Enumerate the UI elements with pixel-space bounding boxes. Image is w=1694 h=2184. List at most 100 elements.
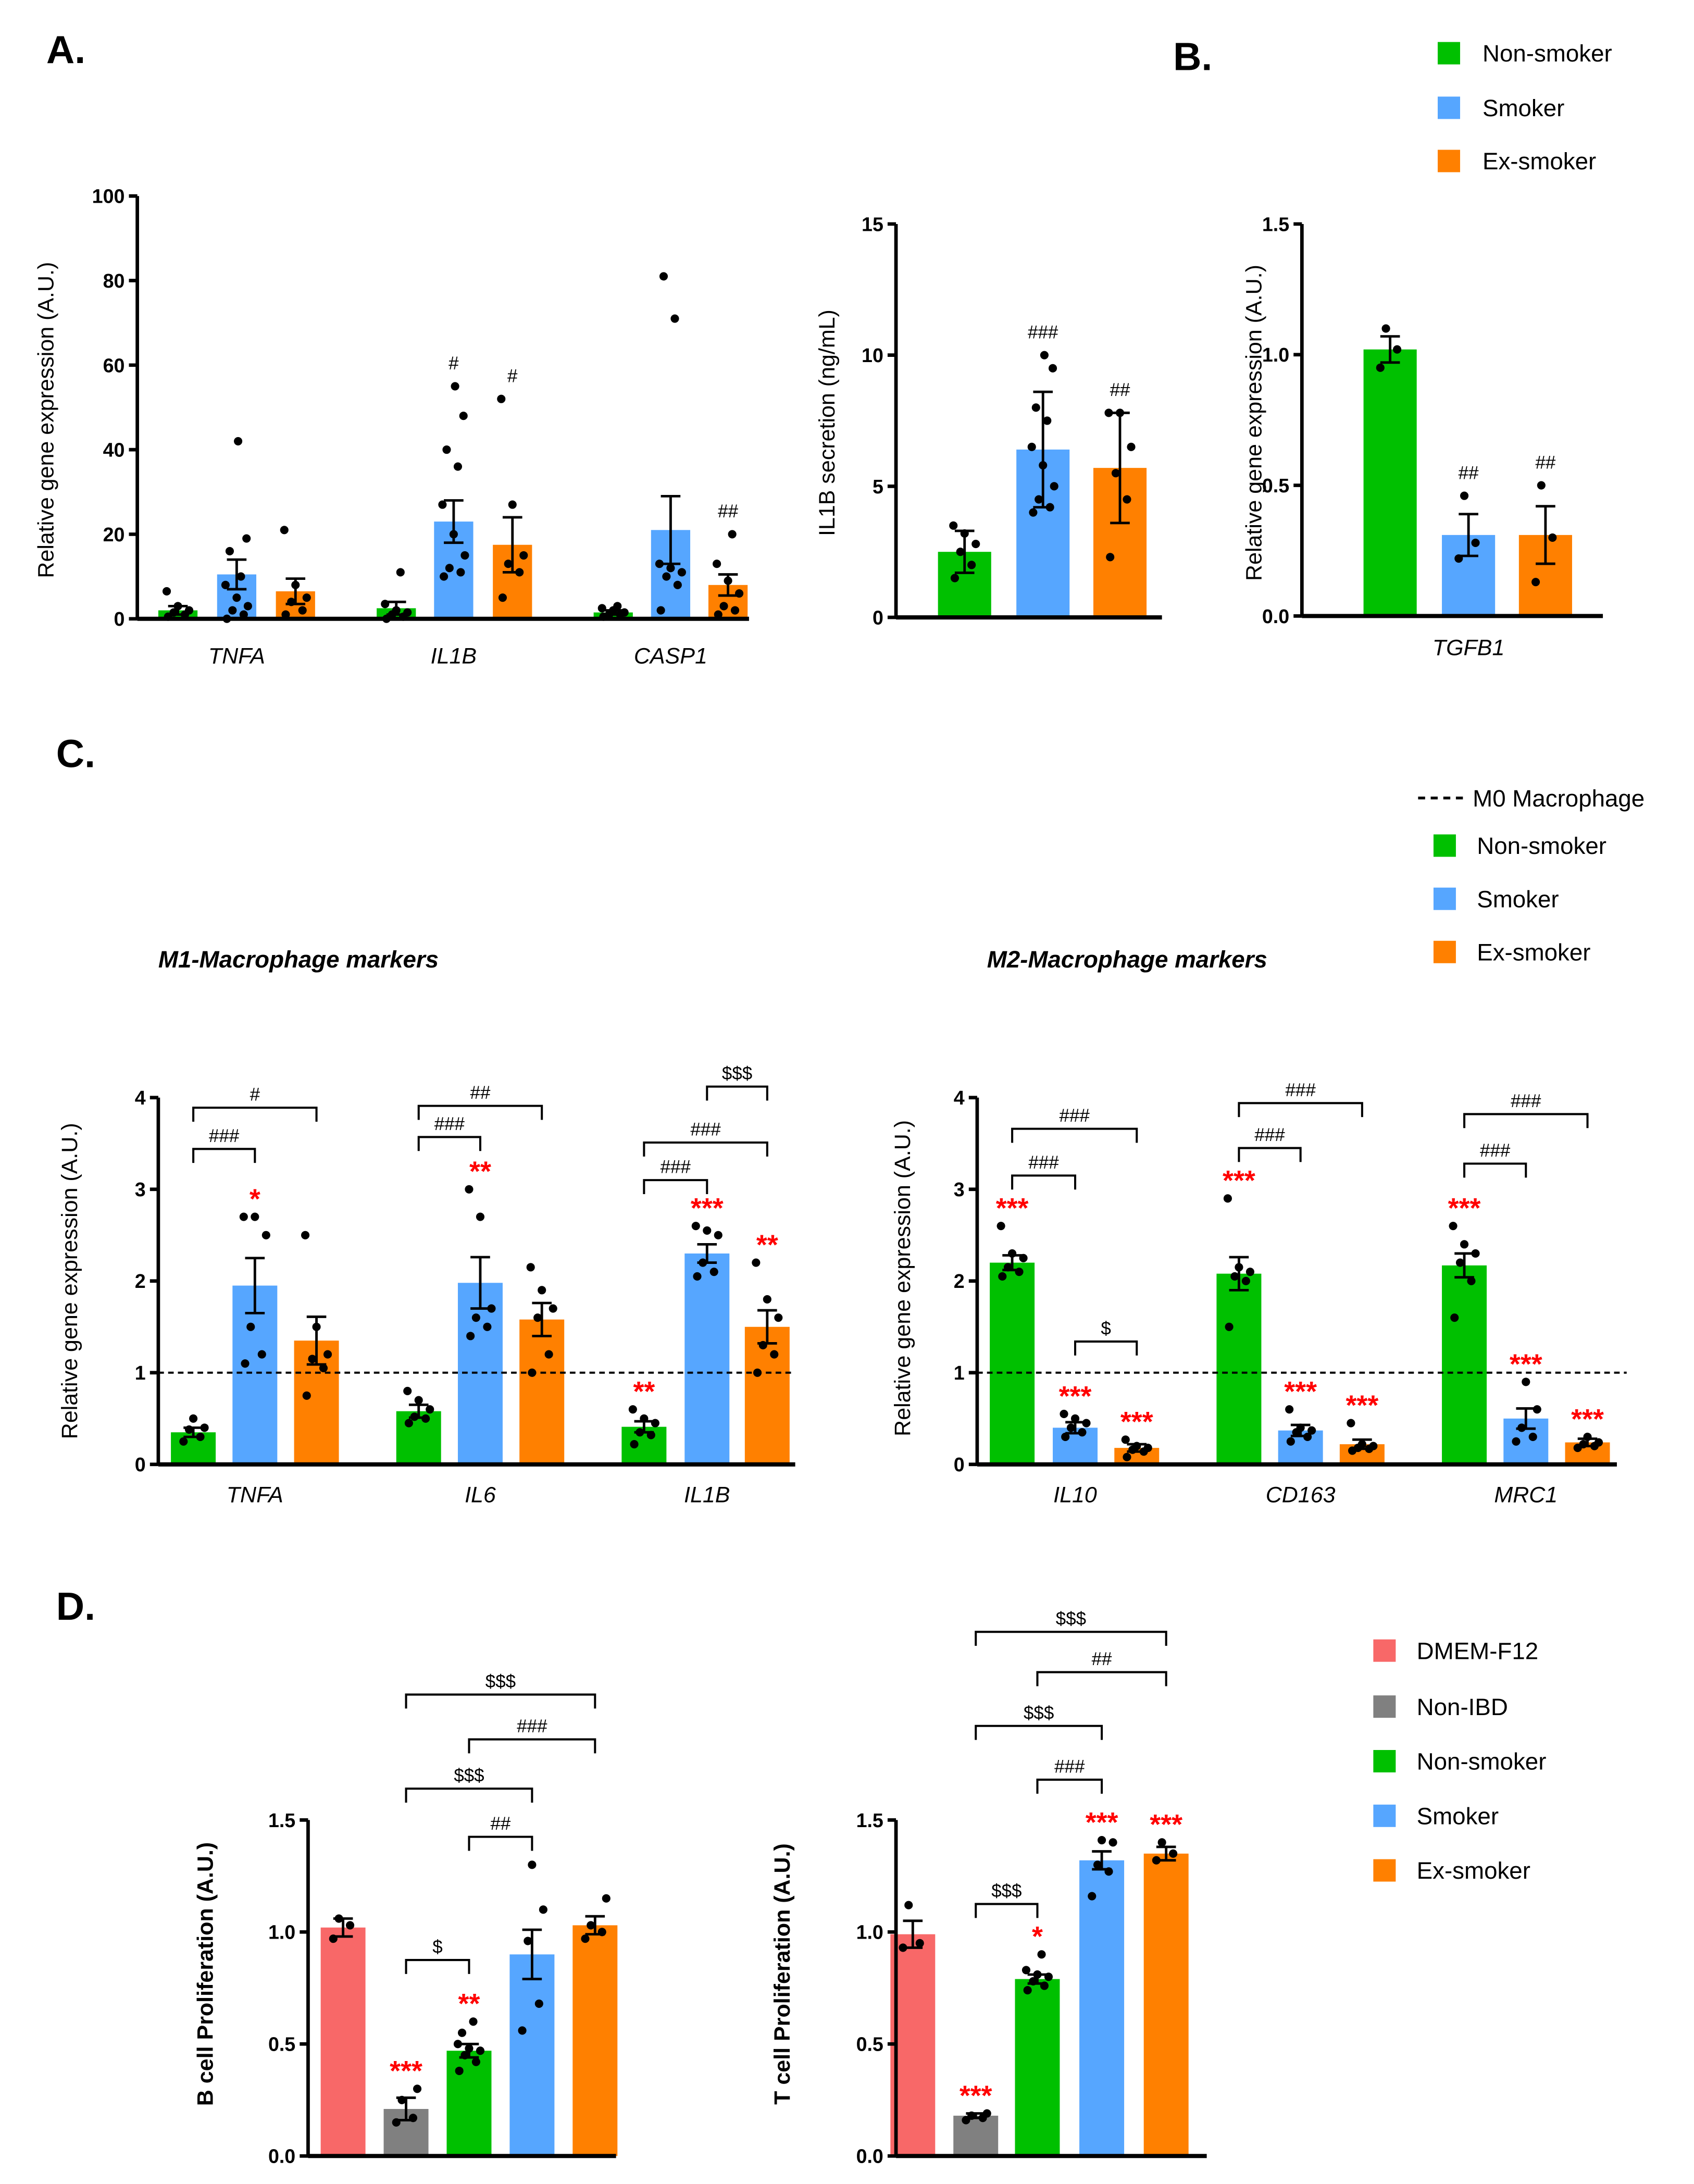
data-point [1225, 1322, 1234, 1331]
significance-star: *** [1510, 1348, 1542, 1380]
legend-d: DMEM-F12 Non-IBD Non-smoker Smoker Ex-sm… [1373, 1637, 1546, 1884]
panel-label-a: A. [46, 28, 85, 71]
significance-star: *** [960, 2080, 992, 2111]
data-point [301, 1231, 310, 1239]
data-point [534, 1999, 543, 2008]
data-point [1517, 1423, 1526, 1432]
data-point [1043, 416, 1052, 425]
data-point [471, 1313, 480, 1322]
chart-c1: *TNFA**IL6*******IL1B###############$$$0… [57, 1063, 795, 1507]
data-point [459, 412, 468, 420]
bar [1079, 1860, 1125, 2156]
chart-c2: *** *** *** IL10 *** *** *** CD163 *** *** *** MRC1… [890, 1080, 1627, 1507]
data-point [476, 2046, 485, 2055]
data-point [691, 1222, 700, 1231]
category-label: IL1B [431, 644, 477, 669]
data-point [413, 2084, 422, 2093]
data-point [1548, 533, 1557, 542]
data-point [1230, 1272, 1239, 1281]
data-point [404, 1419, 413, 1428]
data-point [719, 602, 728, 611]
bracket-label: ### [661, 1157, 691, 1177]
data-point [1296, 1423, 1305, 1432]
y-tick-label: 60 [103, 354, 125, 376]
data-point [302, 1391, 311, 1400]
data-point [628, 1405, 637, 1414]
legend-label: M0 Macrophage [1473, 785, 1645, 812]
data-point [345, 1921, 355, 1930]
data-point [949, 521, 958, 530]
bracket-label: ### [1286, 1080, 1316, 1100]
data-point [1027, 442, 1036, 451]
bar [1143, 1853, 1189, 2156]
y-tick-label: 3 [954, 1178, 965, 1200]
legend-swatch-smoker [1373, 1804, 1396, 1827]
y-tick-label: 0.0 [268, 2145, 295, 2167]
legend-label: Non-smoker [1417, 1748, 1547, 1775]
data-point [1111, 469, 1120, 478]
data-point [1157, 1838, 1166, 1847]
data-point [1241, 1276, 1250, 1285]
data-point [221, 580, 230, 589]
category-label: MRC1 [1494, 1482, 1558, 1507]
data-point [659, 272, 668, 281]
data-point [538, 1286, 546, 1295]
data-point [1108, 1838, 1117, 1847]
data-point [455, 2066, 464, 2075]
data-point [693, 1272, 702, 1281]
data-point [1022, 1966, 1031, 1975]
significance-bracket [468, 1738, 596, 1754]
data-point [1450, 1313, 1459, 1322]
legend-label: Ex-smoker [1417, 1857, 1530, 1884]
data-point [1061, 1432, 1070, 1442]
category-label: IL1B [684, 1482, 730, 1507]
data-point [651, 1419, 659, 1428]
data-point [498, 593, 507, 602]
significance-label: # [507, 366, 518, 386]
significance-bracket [1011, 1174, 1077, 1190]
data-point [1357, 1440, 1366, 1449]
data-point [709, 1268, 718, 1276]
data-point [319, 1363, 328, 1373]
bracket-label: $$$ [485, 1671, 516, 1692]
data-point [1454, 554, 1463, 563]
y-tick-label: 1.5 [1262, 213, 1289, 235]
data-point [1460, 1240, 1469, 1249]
data-point [403, 608, 412, 617]
bracket-label: ### [690, 1120, 721, 1140]
data-point [334, 1914, 343, 1923]
legend-swatch-non-ibd [1373, 1695, 1396, 1718]
data-point [724, 576, 732, 585]
data-point [504, 560, 513, 568]
bar [232, 1285, 278, 1465]
data-point [670, 314, 679, 323]
data-point [971, 540, 980, 549]
legend-swatch-ex-smoker [1433, 940, 1456, 963]
data-point [581, 1934, 590, 1943]
data-point [426, 1405, 434, 1414]
data-point [528, 1860, 537, 1869]
data-point [597, 1928, 606, 1937]
data-point [466, 1332, 475, 1341]
significance-star: *** [996, 1193, 1029, 1224]
bracket-label: ### [1060, 1106, 1090, 1126]
y-tick-label: 15 [862, 213, 883, 235]
data-point [597, 604, 606, 613]
data-point [414, 1396, 423, 1405]
data-point [1023, 1986, 1032, 1995]
legend-swatch-non-smoker [1373, 1749, 1396, 1772]
bar [509, 1954, 555, 2156]
y-tick-label: 100 [92, 185, 125, 207]
bracket-label: ### [517, 1716, 547, 1736]
data-point [673, 580, 682, 589]
bar [1015, 1979, 1060, 2156]
data-point [613, 602, 622, 611]
data-point [1040, 351, 1049, 359]
bracket-label: ### [1480, 1140, 1511, 1161]
category-label: IL10 [1053, 1482, 1097, 1507]
data-point [456, 568, 465, 577]
y-axis-label: Relative gene expression (A.U.) [890, 1120, 915, 1436]
data-point [1449, 1222, 1458, 1231]
bar [990, 1262, 1035, 1465]
